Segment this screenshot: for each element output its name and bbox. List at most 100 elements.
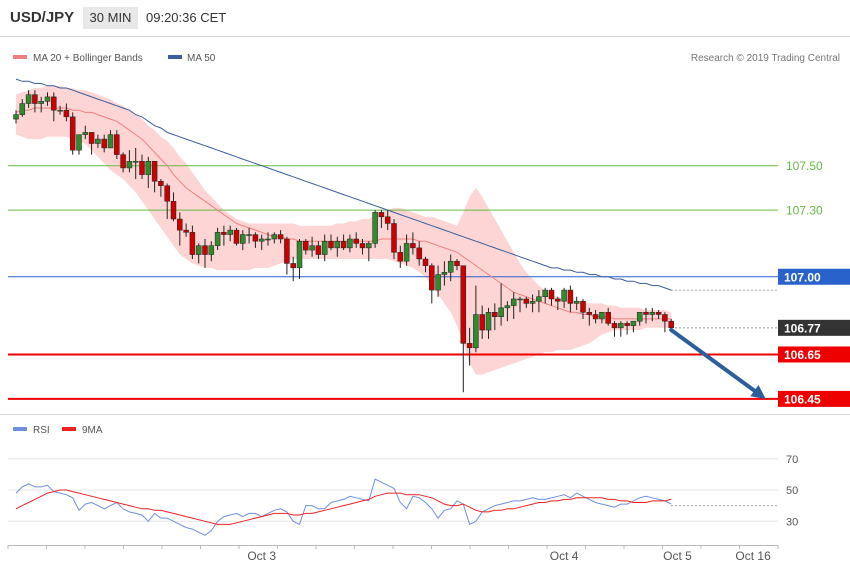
candle-body <box>13 114 19 120</box>
candle-body <box>473 314 479 349</box>
candle-body <box>630 320 637 326</box>
candle-body <box>605 312 611 324</box>
candle <box>233 227 240 246</box>
candle-body <box>334 240 341 249</box>
candle <box>145 156 152 188</box>
candle-body <box>95 138 101 144</box>
candle-body <box>69 116 76 151</box>
candle <box>555 296 561 311</box>
candle <box>473 285 479 353</box>
candle <box>649 307 656 322</box>
candle-body <box>82 132 89 135</box>
candle-body <box>359 243 366 249</box>
candle <box>63 103 70 122</box>
candle <box>397 245 404 268</box>
candle-body <box>347 238 353 249</box>
candle <box>416 241 422 266</box>
candle <box>277 230 284 244</box>
candle <box>592 310 599 324</box>
candle-body <box>25 94 32 104</box>
candle-body <box>252 234 259 242</box>
candle-body <box>636 312 643 322</box>
candle-body <box>328 240 334 249</box>
candle <box>221 225 227 246</box>
timeframe-button[interactable]: 30 MIN <box>83 7 138 29</box>
candle <box>636 312 643 326</box>
candle <box>271 232 278 244</box>
candle <box>240 230 246 251</box>
candle-body <box>479 314 485 331</box>
candle-body <box>63 109 70 118</box>
candle <box>618 321 624 337</box>
candle-body <box>321 240 328 255</box>
support-level-label: 106.45 <box>784 392 821 406</box>
candle <box>498 283 504 326</box>
candle-body <box>416 247 422 260</box>
candle <box>139 154 145 180</box>
candle-body <box>284 238 290 264</box>
candle-body <box>517 298 523 301</box>
support-level-label: 106.65 <box>784 348 821 362</box>
candle <box>321 234 328 262</box>
candle <box>265 232 271 246</box>
candle-body <box>435 274 441 291</box>
candle <box>170 192 177 222</box>
candle-body <box>618 323 624 329</box>
candle <box>611 321 618 337</box>
candle <box>403 234 410 266</box>
rsi-legend: RSI 9MA <box>13 425 103 436</box>
candle-body <box>164 185 170 202</box>
candle-body <box>315 245 322 255</box>
last-price-tag <box>778 319 850 336</box>
candle <box>252 232 259 248</box>
chart-header: USD/JPY 30 MIN 09:20:36 CET <box>0 0 850 36</box>
candle-body <box>195 245 202 255</box>
candle <box>359 239 366 255</box>
candle-body <box>668 320 674 329</box>
candle <box>290 256 296 282</box>
candle-body <box>19 103 26 115</box>
candle-body <box>573 300 580 304</box>
candle <box>466 327 473 366</box>
candle <box>25 90 32 108</box>
candle-body <box>529 300 536 304</box>
candle-body <box>555 298 561 302</box>
candle-body <box>233 229 240 244</box>
candle <box>548 287 555 306</box>
candle-body <box>643 312 649 315</box>
candle-body <box>592 314 599 320</box>
candle-body <box>655 312 662 315</box>
candle-body <box>429 265 435 291</box>
support-level-tag <box>778 346 850 363</box>
candle-body <box>492 312 498 317</box>
candle-body <box>88 132 95 144</box>
candle <box>126 150 133 173</box>
candle <box>57 105 63 115</box>
candle-body <box>586 312 593 315</box>
time-axis-label: Oct 3 <box>247 549 276 563</box>
candle <box>82 125 89 140</box>
candle <box>95 134 101 148</box>
candle <box>315 241 322 259</box>
rsi-legend-label: RSI <box>33 425 50 436</box>
candle-body <box>177 218 183 231</box>
candle-body <box>466 343 473 349</box>
candle-body <box>145 161 152 175</box>
pivot-level-label: 107.00 <box>784 270 821 284</box>
candle-body <box>548 289 555 300</box>
candle <box>454 258 460 271</box>
candle <box>69 112 76 155</box>
candle-body <box>309 245 315 251</box>
candle-body <box>460 265 467 344</box>
candle <box>435 265 441 297</box>
candle <box>284 236 290 275</box>
candle <box>410 232 416 255</box>
candle <box>88 132 95 155</box>
candle-body <box>454 260 460 266</box>
candle <box>19 99 26 117</box>
candle <box>195 243 202 264</box>
candle-body <box>410 243 416 249</box>
pivot-level-tag <box>778 268 850 285</box>
candle-body <box>447 260 454 273</box>
candle <box>151 161 158 193</box>
